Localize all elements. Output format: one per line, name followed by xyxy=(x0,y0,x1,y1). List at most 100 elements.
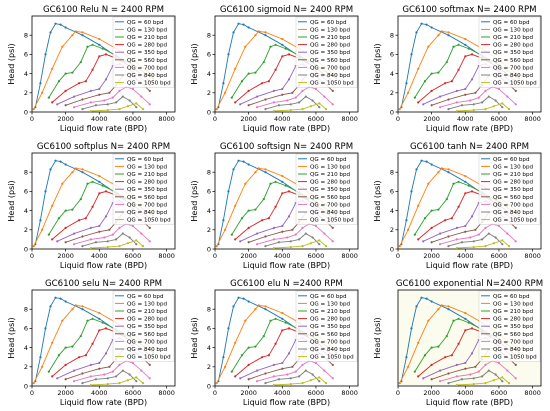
data-point xyxy=(140,369,143,372)
data-point xyxy=(47,233,50,236)
data-point xyxy=(314,87,318,91)
data-point xyxy=(215,245,218,248)
data-point xyxy=(64,346,67,349)
x-tick-label: 4000 xyxy=(274,389,291,397)
data-point xyxy=(118,382,121,385)
series-line-9 xyxy=(273,376,327,386)
data-point xyxy=(507,382,511,385)
data-point xyxy=(314,361,318,365)
data-point xyxy=(74,304,77,307)
data-point xyxy=(324,108,328,111)
data-point xyxy=(430,226,433,229)
data-point xyxy=(472,382,475,386)
data-point xyxy=(406,365,410,368)
legend-entry: QG = 840 bpd xyxy=(127,210,168,216)
data-point xyxy=(460,378,464,381)
chart-title: GC6100 tanh N= 2400 RPM xyxy=(410,142,529,152)
x-tick-label: 4000 xyxy=(457,252,474,260)
data-point xyxy=(269,45,272,48)
data-point xyxy=(32,382,35,385)
y-tick-label: 2 xyxy=(390,226,394,234)
data-point xyxy=(470,53,474,56)
data-point xyxy=(118,363,121,366)
data-point xyxy=(427,182,430,185)
data-point xyxy=(301,226,304,229)
data-point xyxy=(254,171,257,174)
data-point xyxy=(445,197,448,201)
x-tick-label: 4000 xyxy=(91,389,108,397)
data-point xyxy=(86,45,89,48)
data-point xyxy=(514,103,517,106)
y-axis-label: Head (psi) xyxy=(190,317,199,358)
legend-entry: QG = 210 bpd xyxy=(493,35,534,41)
x-tick-label: 0 xyxy=(396,389,400,397)
data-point xyxy=(39,219,42,222)
series-line-9 xyxy=(90,376,144,386)
data-point xyxy=(227,53,230,56)
data-point xyxy=(141,245,145,248)
data-point xyxy=(430,163,433,166)
data-point xyxy=(430,363,433,366)
data-point xyxy=(447,34,450,37)
legend-entry: QG = 280 bpd xyxy=(493,180,534,186)
data-point xyxy=(444,219,447,222)
legend-entry: QG = 60 bpd xyxy=(310,20,347,26)
data-point xyxy=(287,78,291,81)
legend-entry: QG = 350 bpd xyxy=(310,50,351,56)
data-point xyxy=(247,72,250,75)
data-point xyxy=(264,31,267,34)
data-point xyxy=(79,60,82,64)
data-point xyxy=(89,246,92,250)
data-point xyxy=(445,334,448,338)
legend-entry: QG = 280 bpd xyxy=(127,317,168,323)
data-point xyxy=(474,228,477,231)
x-tick-label: 4000 xyxy=(91,252,108,260)
legend-entry: QG = 1050 bpd xyxy=(127,218,171,224)
data-point xyxy=(131,224,135,228)
series-line-9 xyxy=(90,239,144,249)
data-point xyxy=(331,240,334,243)
data-point xyxy=(72,106,76,109)
data-point xyxy=(267,354,270,357)
data-point xyxy=(289,103,292,106)
data-point xyxy=(501,106,504,109)
x-tick-label: 2000 xyxy=(240,389,257,397)
data-point xyxy=(281,329,284,332)
data-point xyxy=(84,217,87,220)
data-point xyxy=(91,180,94,183)
x-tick-label: 2000 xyxy=(57,252,74,260)
axes-frame xyxy=(397,15,542,113)
legend-entry: QG = 130 bpd xyxy=(127,164,168,170)
data-point xyxy=(264,372,267,375)
data-point xyxy=(98,174,101,178)
data-point xyxy=(450,80,453,83)
x-tick-label: 8000 xyxy=(341,115,358,123)
x-tick-label: 4000 xyxy=(91,115,108,123)
data-point xyxy=(398,382,401,385)
data-point xyxy=(230,370,233,373)
data-point xyxy=(103,373,106,376)
data-point xyxy=(64,89,67,92)
data-point xyxy=(452,319,455,322)
legend-entry: QG = 350 bpd xyxy=(493,50,534,56)
data-point xyxy=(460,241,464,244)
x-axis-label: Liquid flow rate (BPD) xyxy=(243,398,330,407)
data-point xyxy=(440,30,443,33)
data-point xyxy=(287,215,291,218)
data-point xyxy=(239,377,242,380)
data-point xyxy=(331,363,334,366)
data-point xyxy=(291,365,294,368)
data-point xyxy=(64,226,67,229)
legend-entry: QG = 60 bpd xyxy=(310,294,347,300)
data-point xyxy=(135,106,138,109)
y-tick-label: 8 xyxy=(207,306,211,314)
data-point xyxy=(284,321,287,324)
data-point xyxy=(234,204,237,207)
data-point xyxy=(304,369,307,372)
data-point xyxy=(223,91,227,94)
data-point xyxy=(281,180,284,183)
chart-panel-8: GC6100 elu N =2400 RPM 0 2000 4000 6000 8000 0… xyxy=(190,279,359,407)
y-tick-label: 0 xyxy=(207,245,211,253)
data-point xyxy=(494,373,497,376)
data-point xyxy=(255,369,259,372)
